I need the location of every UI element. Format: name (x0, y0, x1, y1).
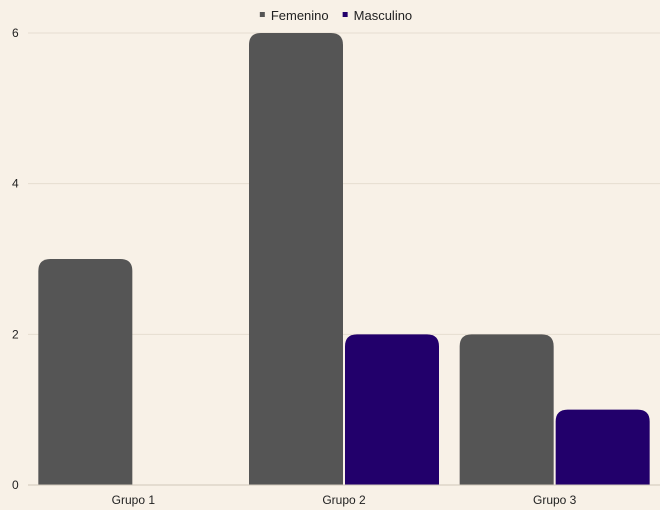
legend: Femenino Masculino (260, 8, 412, 23)
y-tick-label: 4 (12, 177, 19, 191)
bar-layer (38, 33, 649, 485)
legend-label: Masculino (354, 8, 413, 23)
legend-marker (343, 12, 348, 17)
bar-femenino (249, 33, 343, 485)
y-tick-label: 2 (12, 327, 19, 341)
bar-masculino (345, 334, 439, 485)
legend-marker (260, 12, 265, 17)
bar-femenino (38, 259, 132, 485)
legend-label: Femenino (271, 8, 329, 23)
bar-masculino (556, 410, 650, 485)
x-tick-label: Grupo 3 (533, 493, 577, 507)
x-tick-label: Grupo 2 (322, 493, 366, 507)
y-tick-label: 0 (12, 478, 19, 492)
x-tick-label: Grupo 1 (112, 493, 156, 507)
y-tick-label: 6 (12, 26, 19, 40)
bar-femenino (460, 334, 554, 485)
